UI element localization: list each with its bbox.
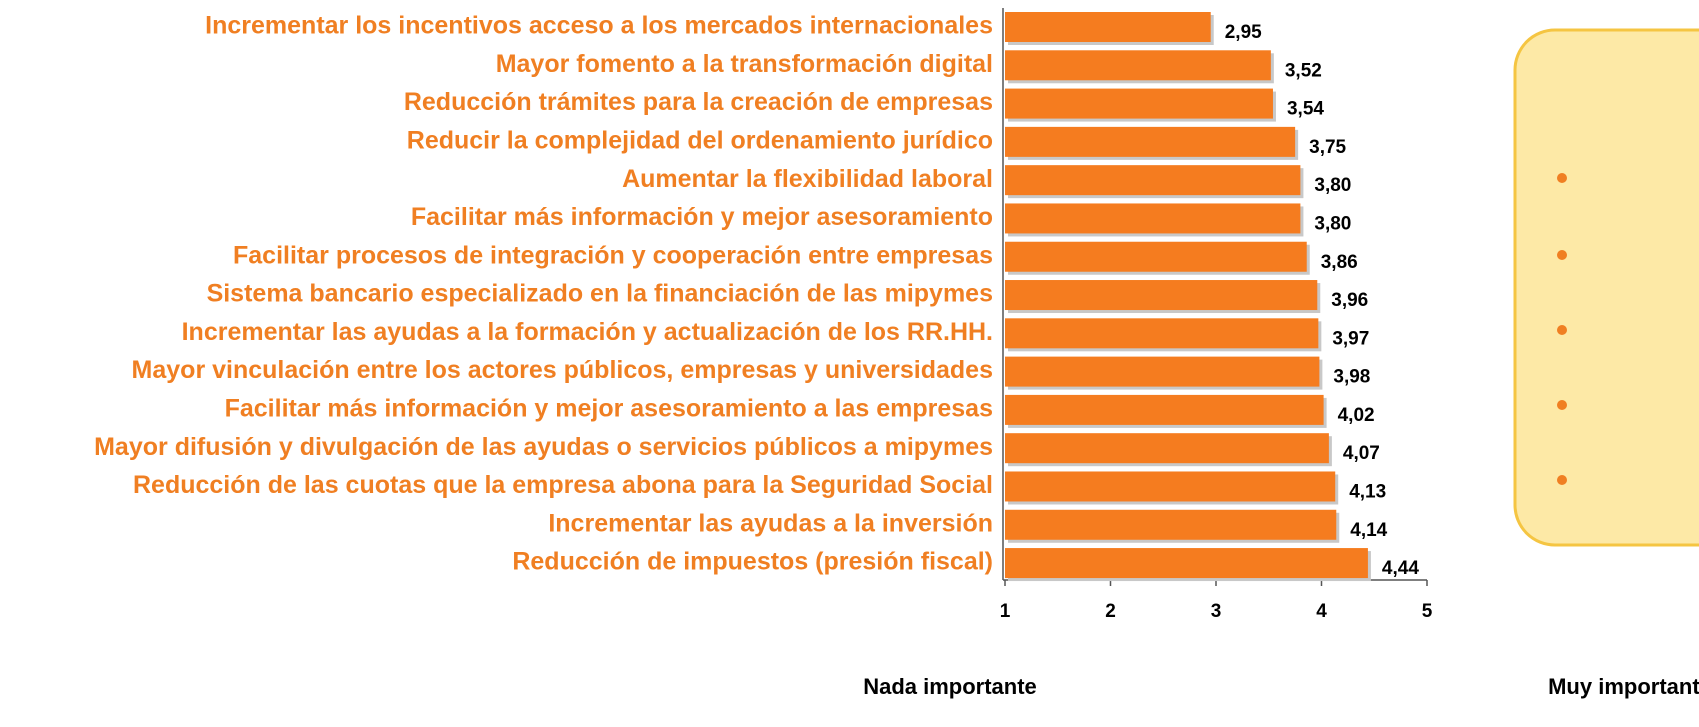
bullet: [1557, 250, 1567, 260]
bar: [1005, 50, 1271, 81]
bar: [1005, 394, 1324, 425]
value-label: 3,98: [1333, 367, 1370, 388]
axis-annotation: Muy importante: [1548, 674, 1699, 699]
value-label: 4,13: [1349, 481, 1386, 502]
category-label: Reducción trámites para la creación de e…: [404, 88, 993, 116]
bar: [1005, 318, 1319, 349]
bar: [1005, 12, 1211, 42]
category-label: Incrementar los incentivos acceso a los …: [205, 12, 993, 40]
value-label: 3,86: [1321, 252, 1358, 273]
category-label: Facilitar más información y mejor asesor…: [225, 395, 993, 423]
bar: [1005, 241, 1307, 272]
bar: [1005, 433, 1329, 464]
x-tick-label: 1: [1000, 601, 1011, 622]
x-tick-label: 4: [1316, 601, 1327, 622]
bar: [1005, 203, 1301, 234]
category-label: Reducción de impuestos (presión fiscal): [512, 548, 993, 576]
category-label: Reducción de las cuotas que la empresa a…: [133, 471, 993, 499]
value-label: 4,14: [1350, 520, 1387, 541]
category-label: Sistema bancario especializado en la fin…: [207, 280, 993, 308]
bullet: [1557, 173, 1567, 183]
category-label: Facilitar procesos de integración y coop…: [233, 241, 993, 269]
category-label: Aumentar la flexibilidad laboral: [622, 165, 993, 193]
value-label: 4,02: [1338, 405, 1375, 426]
side-panel: [1513, 28, 1699, 547]
bar: [1005, 126, 1296, 157]
value-label: 3,80: [1314, 213, 1351, 234]
bullet: [1557, 400, 1567, 410]
bar: [1005, 471, 1336, 502]
bullet: [1557, 325, 1567, 335]
x-tick-label: 2: [1105, 601, 1116, 622]
category-label: Mayor fomento a la transformación digita…: [496, 50, 993, 78]
category-label: Mayor vinculación entre los actores públ…: [132, 356, 993, 384]
value-label: 3,97: [1332, 328, 1369, 349]
value-label: 3,96: [1331, 290, 1368, 311]
category-label: Incrementar las ayudas a la formación y …: [182, 318, 993, 346]
value-label: 3,80: [1314, 175, 1351, 196]
bar: [1005, 509, 1337, 540]
bar: [1005, 548, 1368, 579]
bar: [1005, 165, 1301, 196]
category-label: Incrementar las ayudas a la inversión: [548, 509, 993, 537]
bar: [1005, 356, 1320, 387]
x-tick-label: 3: [1211, 601, 1222, 622]
value-label: 2,95: [1225, 22, 1262, 43]
value-label: 4,44: [1382, 558, 1419, 579]
bar: [1005, 88, 1273, 119]
value-label: 3,52: [1285, 60, 1322, 81]
axis-annotation: Nada importante: [863, 674, 1037, 699]
bullet: [1557, 475, 1567, 485]
category-label: Facilitar más información y mejor asesor…: [411, 203, 993, 231]
category-label: Reducir la complejidad del ordenamiento …: [407, 126, 993, 154]
value-label: 3,54: [1287, 99, 1324, 120]
value-label: 3,75: [1309, 137, 1346, 158]
category-label: Mayor difusión y divulgación de las ayud…: [94, 433, 993, 461]
x-tick-label: 5: [1422, 601, 1433, 622]
bar: [1005, 280, 1318, 311]
value-label: 4,07: [1343, 443, 1380, 464]
